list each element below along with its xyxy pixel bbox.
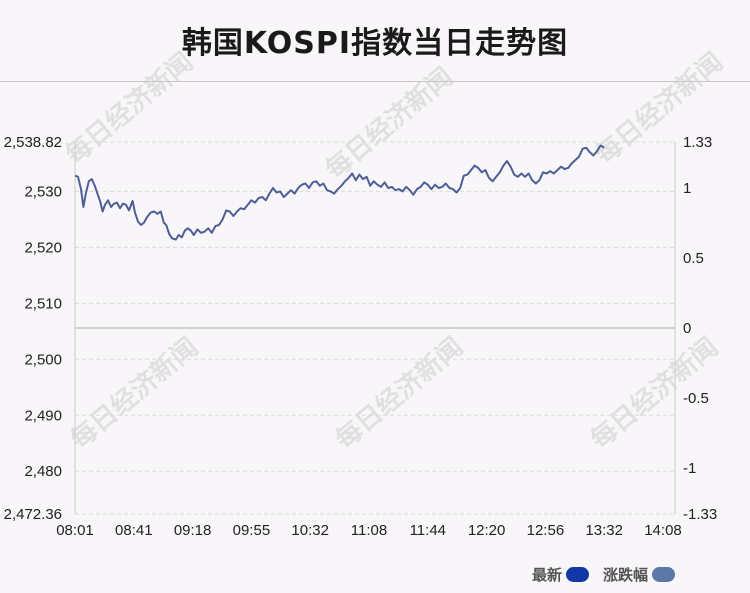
right-tick-label: 0.5 bbox=[683, 250, 704, 267]
watermark-3: 每日经济新闻 bbox=[65, 331, 204, 455]
x-tick-label: 09:18 bbox=[174, 522, 212, 539]
series-layer bbox=[74, 144, 605, 241]
legend-label-change: 涨跌幅 bbox=[603, 565, 649, 584]
watermark-4: 每日经济新闻 bbox=[330, 331, 469, 455]
x-tick-label: 12:20 bbox=[468, 522, 506, 539]
x-tick-label: 13:32 bbox=[585, 522, 623, 539]
legend: 最新 涨跌幅 bbox=[532, 563, 689, 585]
left-axis-ticks: 2,538.82 2,530 2,520 2,510 2,500 2,490 2,480 2,… bbox=[4, 134, 62, 523]
legend-label-latest: 最新 bbox=[532, 565, 563, 584]
gridlines bbox=[75, 141, 675, 515]
right-tick-label: -0.5 bbox=[683, 390, 709, 407]
x-tick-label: 09:55 bbox=[233, 522, 271, 539]
right-tick-label: 1.33 bbox=[683, 134, 712, 151]
right-tick-label: 0 bbox=[683, 320, 691, 337]
left-tick-label: 2,500 bbox=[24, 351, 62, 368]
legend-item-change[interactable]: 涨跌幅 bbox=[603, 564, 676, 585]
legend-swatch-latest bbox=[566, 566, 590, 582]
legend-swatch-change bbox=[652, 566, 676, 582]
x-tick-label: 14:08 bbox=[644, 522, 682, 539]
title-divider bbox=[0, 81, 750, 82]
left-tick-label: 2,490 bbox=[24, 407, 62, 424]
left-tick-label: 2,510 bbox=[24, 295, 62, 312]
x-axis-ticks: 08:01 08:41 09:18 09:55 10:32 11:08 11:44 12:20… bbox=[56, 522, 682, 539]
x-tick-label: 08:41 bbox=[115, 522, 153, 539]
axes bbox=[74, 142, 676, 514]
legend-item-latest[interactable]: 最新 bbox=[532, 564, 590, 585]
x-tick-label: 11:44 bbox=[410, 522, 446, 539]
right-axis-ticks: 1.33 1 0.5 0 -0.5 -1 -1.33 bbox=[683, 134, 717, 523]
left-tick-label: 2,530 bbox=[24, 183, 62, 200]
series-line-0 bbox=[74, 144, 605, 241]
right-tick-label: 1 bbox=[683, 180, 691, 197]
x-tick-label: 12:56 bbox=[527, 522, 565, 539]
watermark-2: 每日经济新闻 bbox=[590, 46, 729, 170]
left-tick-label: 2,538.82 bbox=[4, 134, 62, 151]
right-tick-label: -1 bbox=[683, 460, 696, 477]
left-tick-label: 2,472.36 bbox=[4, 506, 62, 523]
x-tick-label: 11:08 bbox=[351, 522, 387, 539]
watermark-1: 每日经济新闻 bbox=[320, 61, 459, 185]
x-tick-label: 10:32 bbox=[291, 522, 329, 539]
watermark-0: 每日经济新闻 bbox=[60, 46, 199, 170]
x-tick-label: 08:01 bbox=[56, 522, 94, 539]
chart-title: 韩国KOSPI指数当日走势图 bbox=[181, 26, 569, 61]
left-tick-label: 2,480 bbox=[24, 463, 62, 480]
left-tick-label: 2,520 bbox=[24, 239, 62, 256]
right-tick-label: -1.33 bbox=[683, 506, 717, 523]
